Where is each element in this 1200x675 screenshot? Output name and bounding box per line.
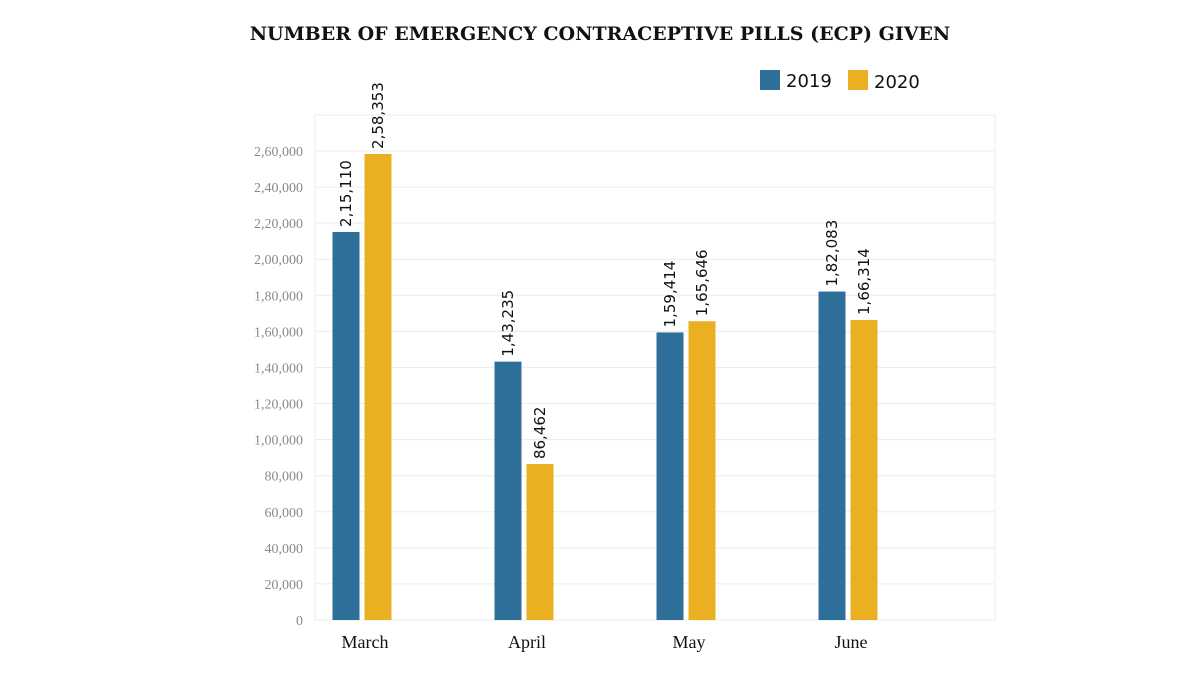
legend-swatch-2019 bbox=[760, 70, 780, 90]
legend-swatch-2020 bbox=[848, 70, 868, 90]
data-label: 1,65,646 bbox=[693, 249, 711, 316]
y-tick-label: 80,000 bbox=[265, 470, 304, 485]
data-labels: 2,15,110 2,58,353 1,43,235 86,462 1,59,414 1,… bbox=[337, 82, 873, 459]
y-tick-label: 2,40,000 bbox=[254, 181, 303, 196]
x-axis-ticks: March April May June bbox=[342, 632, 868, 652]
bar-2019-may bbox=[656, 332, 684, 620]
data-label: 2,58,353 bbox=[369, 82, 387, 149]
y-tick-label: 0 bbox=[296, 614, 303, 629]
data-label: 1,66,314 bbox=[855, 248, 873, 315]
y-tick-label: 60,000 bbox=[265, 506, 304, 521]
chart-title: NUMBER OF EMERGENCY CONTRACEPTIVE PILLS … bbox=[250, 23, 951, 45]
y-tick-label: 2,20,000 bbox=[254, 217, 303, 232]
bar-2019-june bbox=[818, 291, 846, 620]
y-tick-label: 1,20,000 bbox=[254, 398, 303, 413]
data-label: 86,462 bbox=[531, 407, 549, 460]
x-tick-label: April bbox=[508, 632, 546, 652]
data-label: 2,15,110 bbox=[337, 160, 355, 227]
data-label: 1,43,235 bbox=[499, 290, 517, 357]
x-tick-label: June bbox=[835, 632, 868, 652]
y-tick-label: 2,00,000 bbox=[254, 253, 303, 268]
gridlines bbox=[314, 114, 996, 621]
y-tick-label: 20,000 bbox=[265, 578, 304, 593]
bar-2019-march bbox=[332, 231, 360, 620]
y-tick-label: 1,60,000 bbox=[254, 325, 303, 340]
bar-2020-april bbox=[526, 464, 554, 620]
legend: 2019 2020 bbox=[760, 70, 920, 93]
x-tick-label: May bbox=[673, 632, 706, 652]
y-tick-label: 1,00,000 bbox=[254, 434, 303, 449]
legend-label-2020: 2020 bbox=[874, 72, 920, 93]
legend-label-2019: 2019 bbox=[786, 71, 832, 92]
y-tick-label: 40,000 bbox=[265, 542, 304, 557]
bar-2019-april bbox=[494, 361, 522, 620]
x-tick-label: March bbox=[342, 632, 389, 652]
data-label: 1,59,414 bbox=[661, 261, 679, 328]
y-tick-label: 1,40,000 bbox=[254, 361, 303, 376]
y-tick-label: 2,60,000 bbox=[254, 145, 303, 160]
bar-2020-march bbox=[364, 153, 392, 620]
y-axis-ticks: 0 20,000 40,000 60,000 80,000 1,00,000 1,20,00… bbox=[254, 145, 303, 629]
y-tick-label: 1,80,000 bbox=[254, 289, 303, 304]
bar-2020-may bbox=[688, 321, 716, 620]
bar-2020-june bbox=[850, 319, 878, 620]
data-label: 1,82,083 bbox=[823, 220, 841, 287]
bars bbox=[332, 153, 878, 620]
